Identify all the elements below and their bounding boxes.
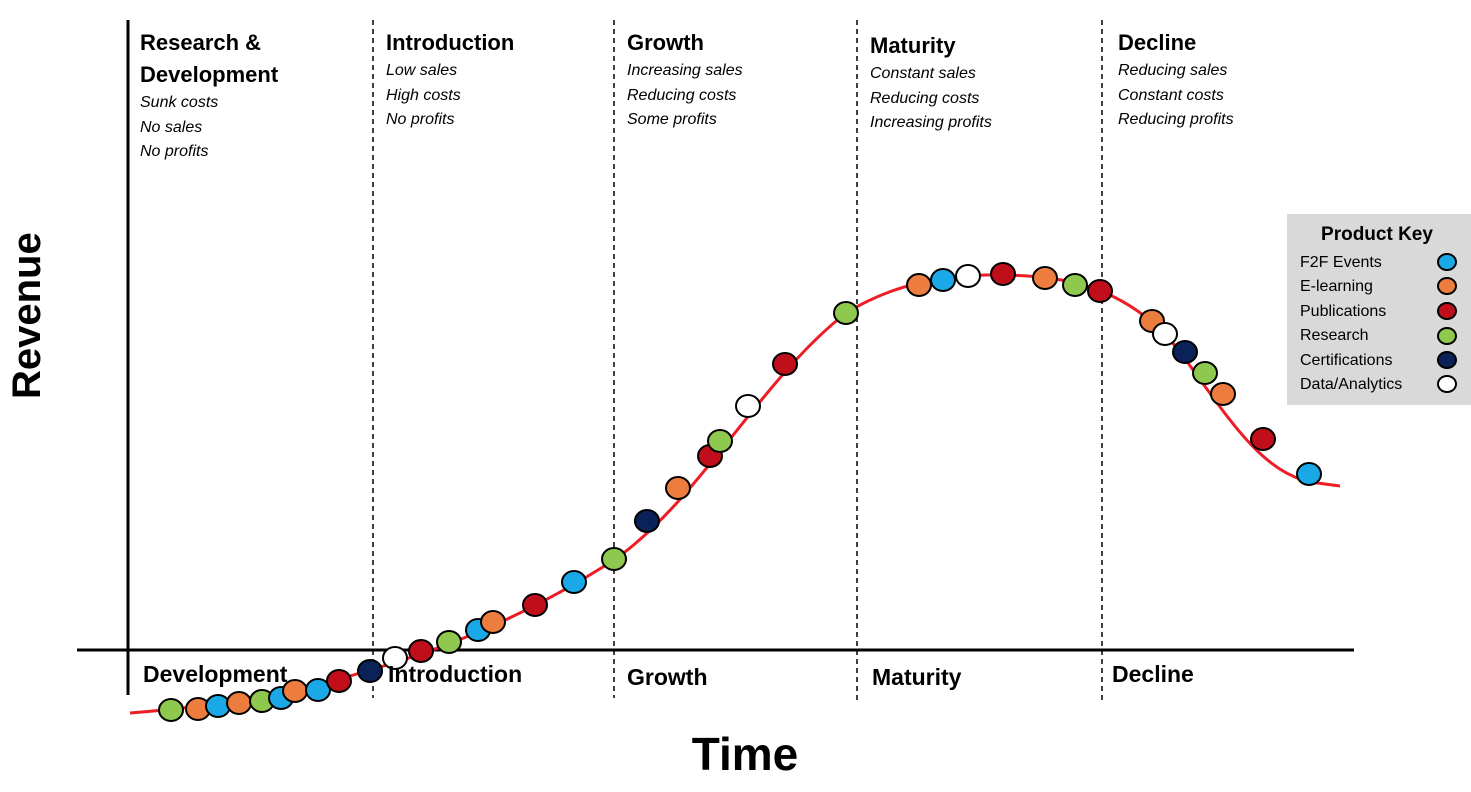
product-marker-f2f-events [561, 570, 587, 594]
product-marker-e-learning [906, 273, 932, 297]
stage-title-rd: Research & Development [140, 27, 278, 91]
product-marker-certifications [1172, 340, 1198, 364]
product-markers [158, 262, 1322, 722]
legend-label-data-analytics: Data/Analytics [1300, 376, 1403, 393]
product-marker-e-learning [226, 691, 252, 715]
stage-title-decline: Decline [1118, 30, 1197, 55]
stage-notes-growth: Increasing sales Reducing costs Some pro… [627, 59, 743, 133]
stage-note: Constant sales [870, 65, 976, 82]
y-axis-title: Revenue [5, 232, 49, 399]
product-marker-research [1062, 273, 1088, 297]
legend-swatch-publications [1437, 302, 1457, 320]
stage-title-maturity: Maturity [870, 33, 956, 58]
stage-note: Some profits [627, 111, 717, 128]
stage-note: Increasing profits [870, 114, 992, 131]
stage-notes-introduction: Low sales High costs No profits [386, 59, 461, 133]
product-marker-publications [522, 593, 548, 617]
legend-swatch-research [1437, 327, 1457, 345]
product-marker-publications [772, 352, 798, 376]
stage-notes-decline: Reducing sales Constant costs Reducing p… [1118, 59, 1234, 133]
stage-note: No profits [140, 143, 209, 160]
product-marker-research [436, 630, 462, 654]
x-axis-title: Time [691, 728, 799, 780]
product-marker-e-learning [1032, 266, 1058, 290]
product-marker-publications [1087, 279, 1113, 303]
stage-note: Low sales [386, 62, 458, 79]
product-marker-f2f-events [930, 268, 956, 292]
stage-title-line1: Research & [140, 30, 262, 55]
product-marker-e-learning [665, 476, 691, 500]
stage-note: No sales [140, 118, 203, 136]
legend-label-e-learning: E-learning [1300, 278, 1373, 295]
product-marker-publications [408, 639, 434, 663]
product-marker-publications [1250, 427, 1276, 451]
legend-label-publications: Publications [1300, 303, 1387, 320]
stage-notes-rd: Sunk costs No sales No profits [140, 91, 218, 165]
product-marker-certifications [357, 659, 383, 683]
product-marker-publications [326, 669, 352, 693]
axis-label-decline: Decline [1112, 661, 1194, 687]
product-marker-publications [990, 262, 1016, 286]
legend-label-f2f-events: F2F Events [1300, 254, 1382, 271]
stage-note: Constant costs [1118, 86, 1224, 104]
stage-notes-maturity: Constant sales Reducing costs Increasing… [870, 62, 992, 136]
legend-swatch-data-analytics [1437, 375, 1457, 393]
legend-swatch-certifications [1437, 351, 1457, 369]
product-marker-f2f-events [1296, 462, 1322, 486]
legend-label-certifications: Certifications [1300, 352, 1393, 369]
product-marker-data-analytics [1152, 322, 1178, 346]
product-marker-f2f-events [305, 678, 331, 702]
stage-title-growth: Growth [627, 30, 704, 55]
product-marker-certifications [634, 509, 660, 533]
product-marker-research [1192, 361, 1218, 385]
axis-label-development: Development [143, 661, 288, 687]
legend-swatch-f2f-events [1437, 253, 1457, 271]
stage-note: Sunk costs [140, 94, 219, 111]
stage-note: No profits [386, 111, 455, 128]
axis-label-growth: Growth [627, 664, 708, 690]
axis-label-maturity: Maturity [872, 664, 962, 690]
product-marker-research [158, 698, 184, 722]
stage-note: Reducing profits [1118, 111, 1234, 128]
product-marker-data-analytics [955, 264, 981, 288]
product-marker-research [601, 547, 627, 571]
product-marker-research [833, 301, 859, 325]
product-marker-research [707, 429, 733, 453]
stage-title-line2: Development [140, 62, 279, 87]
stage-title-introduction: Introduction [386, 30, 515, 55]
legend-swatch-e-learning [1437, 277, 1457, 295]
stage-note: Reducing costs [627, 86, 737, 104]
stage-note: Reducing costs [870, 89, 980, 107]
legend-label-research: Research [1300, 327, 1369, 344]
stage-note: Increasing sales [627, 62, 743, 79]
stage-note: Reducing sales [1118, 62, 1228, 79]
stage-note: High costs [386, 86, 461, 104]
axis-label-introduction: Introduction [388, 661, 523, 687]
product-marker-data-analytics [735, 394, 761, 418]
product-marker-data-analytics [382, 646, 408, 670]
legend-title: Product Key [1321, 224, 1433, 245]
product-marker-e-learning [480, 610, 506, 634]
product-key-legend: Product Key F2F Events E-learning Public… [1287, 214, 1471, 405]
product-marker-e-learning [1210, 382, 1236, 406]
